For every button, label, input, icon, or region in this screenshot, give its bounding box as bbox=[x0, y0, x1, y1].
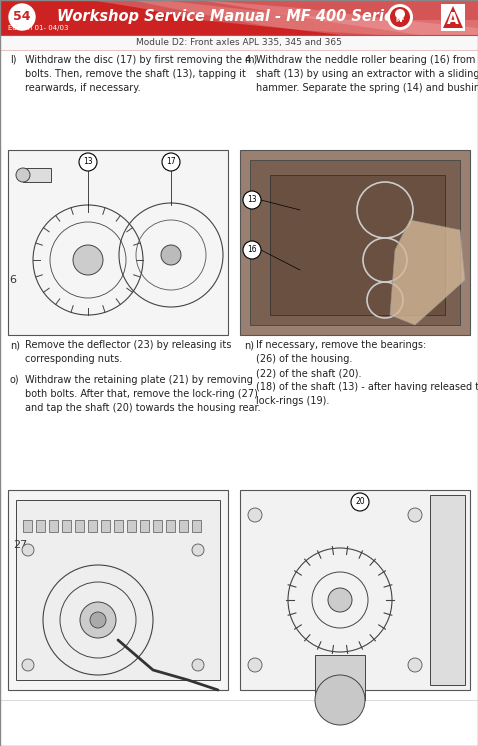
Circle shape bbox=[248, 658, 262, 672]
Circle shape bbox=[315, 675, 365, 725]
Text: 13: 13 bbox=[247, 195, 257, 204]
Bar bbox=[166, 520, 175, 532]
Text: Workshop Service Manual - MF 400 Series: Workshop Service Manual - MF 400 Series bbox=[57, 8, 403, 24]
Circle shape bbox=[90, 612, 106, 628]
Polygon shape bbox=[90, 0, 478, 35]
Bar bbox=[36, 520, 45, 532]
Bar bbox=[0, 0, 478, 35]
Bar bbox=[441, 4, 465, 31]
Circle shape bbox=[387, 4, 413, 30]
Circle shape bbox=[243, 191, 261, 209]
Bar bbox=[0, 35, 478, 50]
Circle shape bbox=[243, 241, 261, 259]
Text: 17: 17 bbox=[166, 157, 176, 166]
Circle shape bbox=[192, 659, 204, 671]
Bar bbox=[270, 175, 445, 315]
Bar bbox=[240, 490, 470, 690]
Text: Withdraw the disc (17) by first removing the 4
bolts. Then, remove the shaft (13: Withdraw the disc (17) by first removing… bbox=[25, 55, 251, 93]
Text: n): n) bbox=[10, 340, 20, 350]
Text: o): o) bbox=[10, 375, 20, 385]
Circle shape bbox=[22, 659, 34, 671]
Bar bbox=[192, 520, 201, 532]
Bar bbox=[114, 520, 123, 532]
Text: Withdraw the retaining plate (21) by removing
both bolts. After that, remove the: Withdraw the retaining plate (21) by rem… bbox=[25, 375, 261, 413]
Circle shape bbox=[390, 7, 410, 27]
Bar bbox=[75, 520, 84, 532]
Polygon shape bbox=[390, 220, 465, 325]
Text: 13: 13 bbox=[83, 157, 93, 166]
Text: 27: 27 bbox=[13, 540, 27, 550]
Polygon shape bbox=[315, 655, 365, 700]
Bar bbox=[127, 520, 136, 532]
Bar bbox=[8, 150, 228, 335]
Bar bbox=[16, 500, 220, 680]
Bar bbox=[62, 520, 71, 532]
Circle shape bbox=[16, 168, 30, 182]
Text: A: A bbox=[447, 13, 459, 28]
Bar bbox=[179, 520, 188, 532]
Text: Module D2: Front axles APL 335, 345 and 365: Module D2: Front axles APL 335, 345 and … bbox=[136, 37, 342, 46]
Text: 6: 6 bbox=[10, 275, 17, 285]
Circle shape bbox=[9, 4, 35, 30]
Circle shape bbox=[161, 245, 181, 265]
Text: m): m) bbox=[244, 55, 257, 65]
Text: 54: 54 bbox=[13, 10, 31, 24]
Polygon shape bbox=[443, 6, 463, 28]
Bar bbox=[8, 490, 228, 690]
Bar bbox=[88, 520, 97, 532]
Bar bbox=[153, 520, 162, 532]
Circle shape bbox=[73, 245, 103, 275]
Text: MF: MF bbox=[395, 19, 404, 24]
Circle shape bbox=[192, 544, 204, 556]
Bar bbox=[23, 520, 32, 532]
Bar bbox=[140, 520, 149, 532]
Circle shape bbox=[162, 153, 180, 171]
Bar bbox=[430, 495, 465, 685]
Text: Edition 01- 04/03: Edition 01- 04/03 bbox=[8, 25, 68, 31]
Polygon shape bbox=[130, 0, 478, 35]
Circle shape bbox=[408, 508, 422, 522]
Circle shape bbox=[79, 153, 97, 171]
Circle shape bbox=[351, 493, 369, 511]
Circle shape bbox=[248, 508, 262, 522]
Circle shape bbox=[408, 658, 422, 672]
Circle shape bbox=[328, 588, 352, 612]
Bar bbox=[101, 520, 110, 532]
Bar bbox=[250, 160, 460, 325]
Bar bbox=[23, 168, 51, 182]
Circle shape bbox=[22, 544, 34, 556]
Circle shape bbox=[395, 9, 405, 19]
Text: l): l) bbox=[10, 55, 17, 65]
Text: If necessary, remove the bearings:
(26) of the housing.
(22) of the shaft (20).
: If necessary, remove the bearings: (26) … bbox=[256, 340, 478, 406]
Text: 16: 16 bbox=[247, 245, 257, 254]
Text: Remove the deflector (23) by releasing its
corresponding nuts.: Remove the deflector (23) by releasing i… bbox=[25, 340, 231, 364]
Bar bbox=[49, 520, 58, 532]
Bar bbox=[240, 150, 470, 335]
Text: 20: 20 bbox=[355, 498, 365, 507]
Text: n): n) bbox=[244, 340, 254, 350]
Polygon shape bbox=[200, 0, 478, 35]
Text: Withdraw the neddle roller bearing (16) from the
shaft (13) by using an extracto: Withdraw the neddle roller bearing (16) … bbox=[256, 55, 478, 93]
Circle shape bbox=[80, 602, 116, 638]
